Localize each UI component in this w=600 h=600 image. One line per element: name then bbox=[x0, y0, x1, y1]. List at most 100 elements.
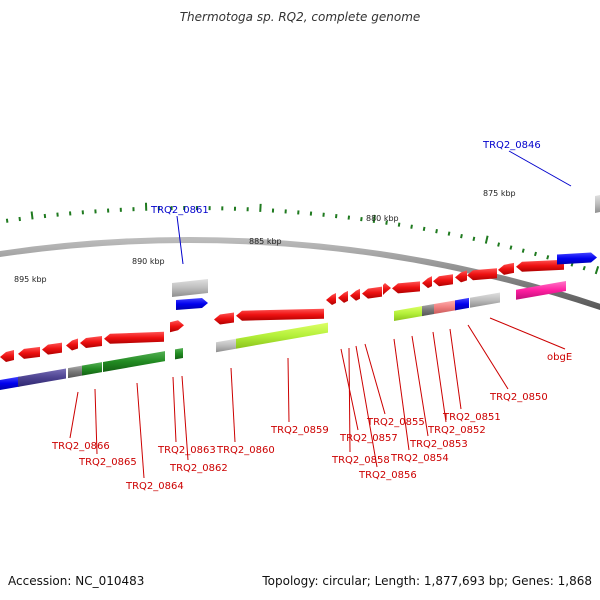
scale-tick bbox=[521, 248, 525, 253]
scale-label: 885 kbp bbox=[249, 237, 282, 246]
genome-summary: Topology: circular; Length: 1,877,693 bp… bbox=[262, 574, 592, 588]
gene-arrow bbox=[18, 346, 40, 359]
gene-label: TRQ2_0851 bbox=[442, 412, 501, 423]
gene-block bbox=[470, 292, 500, 308]
gene-block bbox=[516, 280, 566, 300]
scale-tick bbox=[472, 236, 476, 242]
gene-label: TRQ2_0863 bbox=[157, 445, 216, 456]
scale-tick bbox=[30, 211, 34, 220]
scale-tick bbox=[447, 231, 451, 236]
leader-line bbox=[432, 331, 447, 423]
scale-tick bbox=[5, 218, 9, 223]
scale-tick bbox=[484, 235, 489, 244]
gene-label: TRQ2_0853 bbox=[409, 439, 468, 450]
gene-arrow bbox=[455, 270, 467, 283]
gene-arrow bbox=[170, 320, 184, 333]
gene-label: TRQ2_0860 bbox=[216, 445, 275, 456]
leader-line bbox=[94, 388, 98, 455]
gene-label: TRQ2_0866 bbox=[51, 441, 110, 452]
scale-tick bbox=[435, 229, 438, 234]
scale-tick bbox=[546, 255, 550, 260]
gene-arrow bbox=[516, 259, 564, 272]
gene-arrow bbox=[433, 274, 453, 287]
leader-line bbox=[348, 347, 351, 453]
label-leaders bbox=[69, 150, 572, 479]
gene-arrow bbox=[362, 286, 382, 299]
leader-line bbox=[340, 348, 359, 431]
leader-line bbox=[176, 215, 184, 265]
scale-tick bbox=[410, 224, 413, 229]
scale-label: 875 kbp bbox=[483, 189, 516, 198]
gene-block bbox=[455, 297, 469, 311]
scale-tick bbox=[582, 265, 586, 271]
highlighted-gene-label: TRQ2_0846 bbox=[482, 140, 541, 151]
gene-arrow bbox=[392, 281, 420, 294]
leader-line bbox=[230, 367, 236, 443]
gene-arrow bbox=[104, 331, 164, 344]
leader-line bbox=[467, 324, 509, 390]
scale-tick bbox=[534, 251, 537, 257]
gene-label: TRQ2_0855 bbox=[366, 417, 425, 428]
scale-tick bbox=[18, 216, 21, 222]
map-title: Thermotoga sp. RQ2, complete genome bbox=[179, 10, 421, 24]
scale-tick bbox=[372, 214, 376, 223]
scale-tick bbox=[509, 245, 513, 250]
gene-label: obgE bbox=[547, 352, 572, 363]
gene-arrow bbox=[0, 350, 14, 362]
gene-block bbox=[68, 365, 82, 379]
gene-label: TRQ2_0856 bbox=[358, 470, 417, 481]
gene-block bbox=[172, 279, 208, 297]
gene-label: TRQ2_0857 bbox=[339, 433, 398, 444]
leader-line bbox=[393, 338, 410, 451]
leader-line bbox=[69, 391, 79, 439]
gene-block bbox=[175, 347, 183, 360]
gene-arrow bbox=[326, 292, 336, 305]
gene-block bbox=[82, 362, 102, 376]
gene-arrow bbox=[467, 268, 497, 281]
leader-line bbox=[489, 317, 566, 350]
leader-line bbox=[364, 343, 386, 415]
scale-tick bbox=[397, 222, 401, 227]
gene-block bbox=[236, 322, 328, 349]
gene-arrow bbox=[338, 290, 348, 303]
scale-tick bbox=[422, 226, 426, 232]
gene-features bbox=[0, 195, 600, 390]
leader-line bbox=[508, 150, 572, 187]
gene-arrow bbox=[422, 276, 432, 289]
gene-block bbox=[595, 195, 600, 213]
gene-arrow bbox=[42, 342, 62, 355]
scale-tick bbox=[497, 242, 501, 247]
gene-block bbox=[216, 338, 236, 353]
scale-tick bbox=[460, 234, 463, 239]
leader-line bbox=[411, 335, 429, 437]
scale-tick bbox=[385, 220, 388, 225]
genome-backbone bbox=[0, 237, 600, 311]
gene-arrow bbox=[66, 338, 78, 351]
gene-arrow bbox=[80, 336, 102, 348]
gene-label: TRQ2_0858 bbox=[331, 455, 390, 466]
gene-arrow bbox=[236, 308, 324, 321]
gene-label: TRQ2_0859 bbox=[270, 425, 329, 436]
leader-line bbox=[287, 357, 290, 423]
gene-label: TRQ2_0864 bbox=[125, 481, 184, 492]
gene-arrow bbox=[176, 298, 208, 310]
gene-block bbox=[18, 368, 66, 387]
gene-arrow bbox=[557, 252, 597, 265]
gene-label: TRQ2_0854 bbox=[390, 453, 449, 464]
gene-arrow bbox=[350, 288, 360, 301]
gene-label: TRQ2_0865 bbox=[78, 457, 137, 468]
scale-label: 895 kbp bbox=[14, 275, 47, 284]
accession-text: Accession: NC_010483 bbox=[8, 574, 145, 588]
gene-block bbox=[422, 304, 434, 317]
highlighted-gene-label: TRQ2_0861 bbox=[150, 205, 209, 216]
gene-block bbox=[394, 305, 424, 322]
gene-block bbox=[0, 376, 20, 390]
scale-tick bbox=[360, 217, 363, 222]
leader-line bbox=[136, 382, 145, 479]
scale-tick bbox=[594, 265, 600, 275]
labels: 895 kbp 890 kbp 885 kbp 880 kbp 875 kbp TRQ2_… bbox=[14, 140, 572, 492]
gene-label: TRQ2_0862 bbox=[169, 463, 228, 474]
gene-arrow bbox=[214, 312, 234, 325]
gene-block bbox=[434, 300, 456, 315]
